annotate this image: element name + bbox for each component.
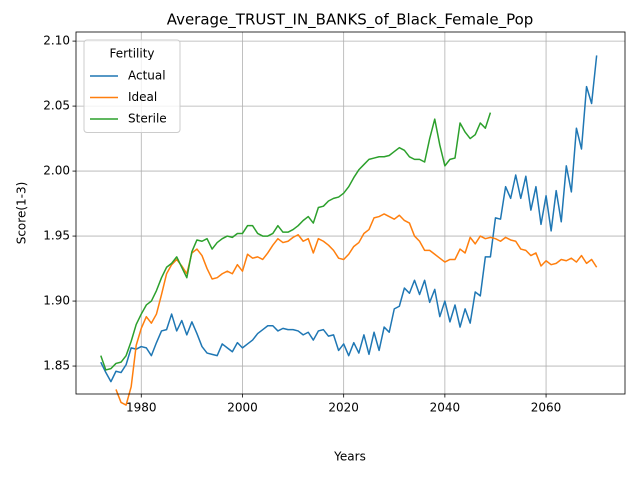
legend-label: Sterile xyxy=(128,112,167,126)
x-tick-label: 1980 xyxy=(126,401,157,415)
legend-label: Actual xyxy=(128,69,166,83)
y-tick-label: 2.00 xyxy=(43,164,70,178)
series-line xyxy=(115,213,598,406)
y-axis-label: Score(1-3) xyxy=(15,182,29,245)
y-tick-label: 1.90 xyxy=(43,294,70,308)
x-tick-label: 2040 xyxy=(430,401,461,415)
legend-title: Fertility xyxy=(109,47,154,61)
series-line xyxy=(100,55,598,383)
x-tick-label: 2000 xyxy=(227,401,258,415)
x-axis-label: Years xyxy=(333,450,366,464)
legend-label: Ideal xyxy=(128,90,157,104)
y-tick-label: 1.95 xyxy=(43,229,70,243)
plot-frame xyxy=(75,31,626,395)
y-tick-label: 2.05 xyxy=(43,99,70,113)
y-tick-label: 2.10 xyxy=(43,34,70,48)
x-tick-label: 2020 xyxy=(328,401,359,415)
legend-box xyxy=(83,39,181,133)
chart-title: Average_TRUST_IN_BANKS_of_Black_Female_P… xyxy=(167,11,534,30)
x-tick-label: 2060 xyxy=(531,401,562,415)
series-line xyxy=(100,112,492,371)
y-tick-label: 1.85 xyxy=(43,359,70,373)
